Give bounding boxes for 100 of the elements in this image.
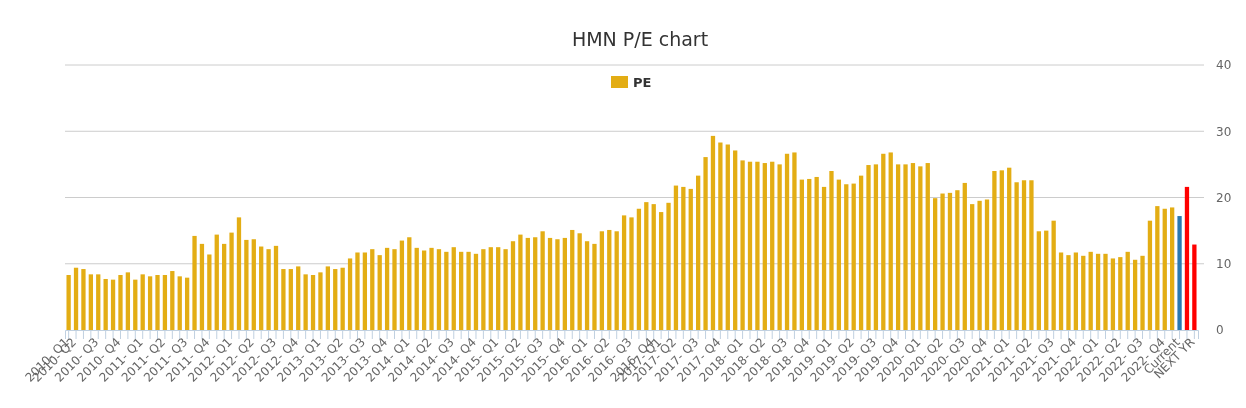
bar <box>792 152 797 330</box>
bar <box>1051 220 1056 330</box>
bar <box>955 190 960 330</box>
bar <box>910 163 916 330</box>
bar <box>192 235 197 330</box>
bar <box>392 249 397 330</box>
bar <box>881 153 886 330</box>
y-tick-label: 30 <box>1216 124 1232 139</box>
bar <box>244 239 249 330</box>
bar <box>222 243 227 330</box>
bar <box>658 212 664 330</box>
bar <box>333 269 338 330</box>
bar <box>570 229 575 330</box>
bar <box>473 253 479 330</box>
bar <box>259 246 264 330</box>
bar <box>110 279 116 330</box>
bar <box>770 161 775 330</box>
bar <box>384 247 390 330</box>
bar <box>1088 251 1093 330</box>
bar <box>970 204 975 330</box>
bar <box>318 272 323 330</box>
bar <box>629 217 634 330</box>
bar <box>466 251 471 330</box>
bar <box>177 276 182 330</box>
chart-title: HMN P/E chart <box>571 28 709 50</box>
bar <box>296 266 301 330</box>
bar <box>429 247 434 330</box>
bar <box>533 237 538 330</box>
bar <box>1103 253 1108 330</box>
bar <box>407 237 412 330</box>
bar <box>599 231 605 330</box>
bar <box>133 279 138 330</box>
bar <box>607 229 612 330</box>
bar <box>347 258 353 330</box>
bar <box>681 186 686 330</box>
bar <box>273 245 279 330</box>
bar <box>992 171 997 330</box>
bar <box>488 247 493 330</box>
bar <box>1162 208 1167 330</box>
bar <box>1014 182 1019 330</box>
bar <box>1132 259 1138 330</box>
bar <box>214 234 219 330</box>
bar <box>199 243 205 330</box>
y-tick-label: 0 <box>1216 323 1224 338</box>
bar <box>851 183 856 330</box>
bar <box>977 200 982 330</box>
bar <box>1147 220 1153 330</box>
bar <box>1184 186 1190 330</box>
bar <box>540 231 545 330</box>
bar <box>710 135 716 330</box>
bar <box>1125 251 1130 330</box>
bar <box>147 276 153 330</box>
bar <box>918 166 923 330</box>
bar <box>1140 255 1145 330</box>
bar <box>236 217 242 330</box>
bar <box>510 241 516 330</box>
bar <box>414 247 419 330</box>
bar <box>895 164 901 330</box>
bar <box>577 233 582 330</box>
bar <box>310 275 316 330</box>
bar <box>459 251 464 330</box>
bar <box>807 178 812 330</box>
bar <box>481 249 486 330</box>
bar <box>266 249 271 330</box>
bar <box>288 269 293 330</box>
bar <box>1044 230 1049 330</box>
bar <box>1110 258 1116 330</box>
bar <box>281 269 286 330</box>
bar <box>503 249 508 330</box>
bar <box>844 184 849 330</box>
bar <box>836 179 842 330</box>
bar <box>703 157 708 330</box>
bar <box>399 240 405 330</box>
bar <box>207 254 212 330</box>
bar <box>184 277 190 330</box>
bar <box>1073 252 1079 330</box>
bar <box>162 275 168 330</box>
bar <box>799 179 804 330</box>
bar <box>636 208 642 330</box>
bar <box>673 185 679 330</box>
bar <box>547 237 553 330</box>
bar <box>999 170 1004 330</box>
bar <box>1095 253 1101 330</box>
bar <box>229 232 234 330</box>
bar <box>933 198 938 330</box>
bar <box>888 152 893 330</box>
bar <box>592 243 597 330</box>
bar <box>1118 257 1123 330</box>
bar <box>903 164 908 330</box>
bar <box>688 188 693 330</box>
bar <box>81 269 86 330</box>
bar <box>873 164 879 330</box>
bar <box>1029 180 1034 330</box>
bar <box>866 165 871 330</box>
bar <box>1007 167 1012 330</box>
bar <box>103 278 108 330</box>
bar <box>1066 255 1071 330</box>
bar <box>525 237 530 330</box>
bar <box>1192 244 1197 330</box>
y-tick-label: 10 <box>1216 257 1232 272</box>
